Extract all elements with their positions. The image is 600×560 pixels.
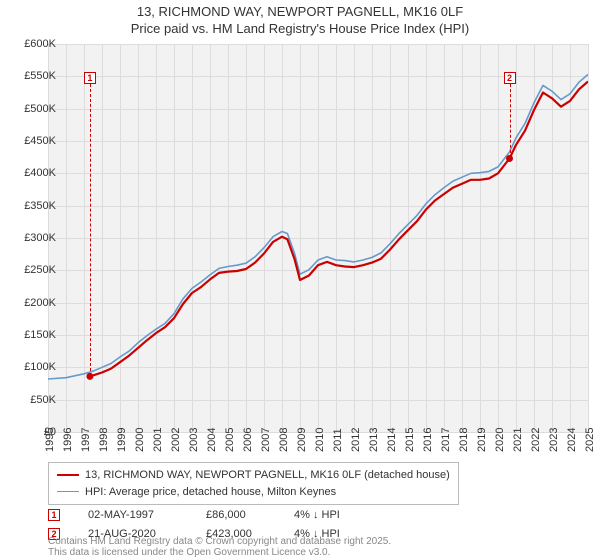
x-tick-label: 2023 [548, 428, 560, 452]
marker-vline [90, 84, 91, 376]
x-tick-label: 2008 [278, 428, 290, 452]
y-tick-label: £200K [12, 297, 56, 309]
sale-date: 02-MAY-1997 [88, 506, 178, 525]
x-tick-label: 2001 [152, 428, 164, 452]
legend: 13, RICHMOND WAY, NEWPORT PAGNELL, MK16 … [48, 462, 459, 505]
legend-item-price-paid: 13, RICHMOND WAY, NEWPORT PAGNELL, MK16 … [57, 467, 450, 484]
y-tick-label: £300K [12, 232, 56, 244]
x-tick-label: 2007 [260, 428, 272, 452]
x-tick-label: 2025 [584, 428, 596, 452]
gridline-v [588, 44, 589, 432]
y-tick-label: £150K [12, 329, 56, 341]
x-tick-label: 2005 [224, 428, 236, 452]
chart-container: 13, RICHMOND WAY, NEWPORT PAGNELL, MK16 … [0, 0, 600, 560]
y-tick-label: £550K [12, 70, 56, 82]
x-tick-label: 2016 [422, 428, 434, 452]
y-tick-label: £400K [12, 167, 56, 179]
title-line-1: 13, RICHMOND WAY, NEWPORT PAGNELL, MK16 … [0, 4, 600, 21]
y-tick-label: £50K [12, 394, 56, 406]
x-tick-label: 2002 [170, 428, 182, 452]
sale-marker-icon: 1 [48, 509, 60, 521]
y-tick-label: £100K [12, 361, 56, 373]
x-tick-label: 1997 [80, 428, 92, 452]
marker-box: 2 [504, 72, 516, 84]
legend-label: 13, RICHMOND WAY, NEWPORT PAGNELL, MK16 … [85, 467, 450, 484]
x-tick-label: 2004 [206, 428, 218, 452]
series-hpi [48, 74, 588, 379]
legend-swatch-hpi [57, 491, 79, 492]
sale-row: 1 02-MAY-1997 £86,000 4% ↓ HPI [48, 506, 340, 525]
attribution-line: Contains HM Land Registry data © Crown c… [48, 536, 391, 547]
y-tick-label: £450K [12, 135, 56, 147]
x-tick-label: 1996 [62, 428, 74, 452]
chart-title: 13, RICHMOND WAY, NEWPORT PAGNELL, MK16 … [0, 0, 600, 38]
x-tick-label: 1998 [98, 428, 110, 452]
x-tick-label: 2009 [296, 428, 308, 452]
line-series-svg [48, 44, 588, 432]
x-tick-label: 2013 [368, 428, 380, 452]
x-tick-label: 2011 [332, 428, 344, 452]
x-tick-label: 2003 [188, 428, 200, 452]
x-tick-label: 2020 [494, 428, 506, 452]
x-tick-label: 2010 [314, 428, 326, 452]
legend-swatch-price-paid [57, 474, 79, 476]
x-tick-label: 2006 [242, 428, 254, 452]
attribution-line: This data is licensed under the Open Gov… [48, 547, 391, 558]
x-tick-label: 1999 [116, 428, 128, 452]
series-price-paid [90, 82, 588, 377]
y-tick-label: £350K [12, 200, 56, 212]
x-tick-label: 2012 [350, 428, 362, 452]
x-tick-label: 1995 [44, 428, 56, 452]
attribution: Contains HM Land Registry data © Crown c… [48, 536, 391, 558]
y-tick-label: £250K [12, 264, 56, 276]
legend-item-hpi: HPI: Average price, detached house, Milt… [57, 484, 450, 501]
x-tick-label: 2021 [512, 428, 524, 452]
sale-price: £86,000 [206, 506, 266, 525]
x-tick-label: 2018 [458, 428, 470, 452]
sale-delta: 4% ↓ HPI [294, 506, 340, 525]
x-tick-label: 2022 [530, 428, 542, 452]
title-line-2: Price paid vs. HM Land Registry's House … [0, 21, 600, 38]
marker-vline [510, 84, 511, 158]
x-tick-label: 2017 [440, 428, 452, 452]
marker-box: 1 [84, 72, 96, 84]
x-tick-label: 2015 [404, 428, 416, 452]
x-tick-label: 2014 [386, 428, 398, 452]
legend-label: HPI: Average price, detached house, Milt… [85, 484, 336, 501]
plot-area: 12 [48, 44, 588, 432]
x-tick-label: 2019 [476, 428, 488, 452]
y-tick-label: £600K [12, 38, 56, 50]
y-tick-label: £500K [12, 103, 56, 115]
x-tick-label: 2024 [566, 428, 578, 452]
x-tick-label: 2000 [134, 428, 146, 452]
